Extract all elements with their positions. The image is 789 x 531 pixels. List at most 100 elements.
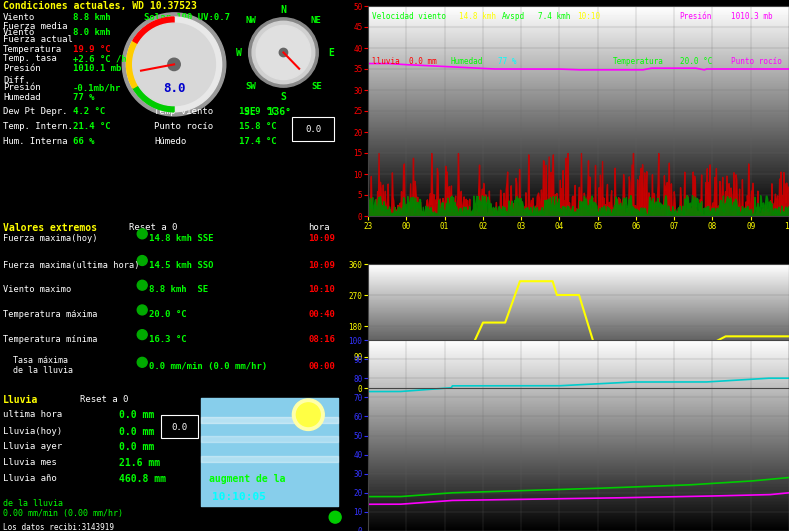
Text: 77 %: 77 % xyxy=(498,57,517,66)
Text: de la lluvia: de la lluvia xyxy=(3,366,73,375)
Text: NW: NW xyxy=(245,16,256,25)
Text: Solar:190 UV:0.7: Solar:190 UV:0.7 xyxy=(144,13,230,22)
FancyBboxPatch shape xyxy=(161,415,198,438)
Text: Temperatura máxima: Temperatura máxima xyxy=(3,310,98,319)
Text: 10:10:05: 10:10:05 xyxy=(211,492,266,502)
Text: Fuerza maxima(hoy): Fuerza maxima(hoy) xyxy=(3,234,98,243)
Text: Condiciones actuales, WD 10.37523: Condiciones actuales, WD 10.37523 xyxy=(3,1,197,11)
Text: Hum. Interna: Hum. Interna xyxy=(3,136,68,145)
FancyBboxPatch shape xyxy=(293,117,335,141)
Text: 8.8 kmh  SE: 8.8 kmh SE xyxy=(149,285,208,294)
Text: 1010.3 mb: 1010.3 mb xyxy=(731,12,772,21)
Text: 15.8 °C: 15.8 °C xyxy=(239,122,276,131)
Text: Punto rocío: Punto rocío xyxy=(154,122,213,131)
Text: Húmedo: Húmedo xyxy=(154,136,186,145)
Text: SE: SE xyxy=(311,82,322,91)
Text: 0.00 mm/min (0.00 mm/hr): 0.00 mm/min (0.00 mm/hr) xyxy=(3,509,123,518)
Text: Dew Pt Depr.: Dew Pt Depr. xyxy=(3,107,68,116)
Text: 14.8 kmh: 14.8 kmh xyxy=(458,12,495,21)
Circle shape xyxy=(329,511,341,523)
Text: Tasa máxima: Tasa máxima xyxy=(3,356,68,365)
Text: hora: hora xyxy=(308,223,330,232)
Text: 08:16: 08:16 xyxy=(308,335,335,344)
Text: Lluvia(hoy): Lluvia(hoy) xyxy=(3,426,62,435)
Text: Valores extremos: Valores extremos xyxy=(3,223,97,233)
Text: Diff.: Diff. xyxy=(3,76,30,85)
Text: Presión: Presión xyxy=(679,12,712,21)
Text: Los datos recibi:3143919: Los datos recibi:3143919 xyxy=(3,523,114,531)
Text: 1010.1 mb: 1010.1 mb xyxy=(73,64,121,73)
Text: 7.4 kmh: 7.4 kmh xyxy=(537,12,570,21)
Text: 460.8 mm: 460.8 mm xyxy=(119,474,166,484)
Text: Viento: Viento xyxy=(3,28,36,37)
Text: 0.0 mm: 0.0 mm xyxy=(119,426,155,436)
Text: Lluvia: Lluvia xyxy=(3,395,38,405)
Text: Temp viento: Temp viento xyxy=(154,107,213,116)
Circle shape xyxy=(137,357,148,367)
Text: Temperatura: Temperatura xyxy=(3,45,62,54)
Text: 10:10: 10:10 xyxy=(577,12,600,21)
Circle shape xyxy=(252,21,315,84)
Text: 10:09: 10:09 xyxy=(308,234,335,243)
Text: 21.4 °C: 21.4 °C xyxy=(73,122,110,131)
Text: 0.0: 0.0 xyxy=(305,125,321,134)
Text: 21.6 mm: 21.6 mm xyxy=(119,458,160,468)
Text: 00:40: 00:40 xyxy=(308,310,335,319)
Text: Fuerza media: Fuerza media xyxy=(3,22,68,31)
Text: de la lluvia: de la lluvia xyxy=(3,500,63,509)
Text: 8.0 kmh: 8.0 kmh xyxy=(73,28,110,37)
Wedge shape xyxy=(133,17,174,44)
Text: Presión: Presión xyxy=(3,83,40,92)
Text: Reset a 0: Reset a 0 xyxy=(80,395,128,404)
Text: Temperatura: Temperatura xyxy=(612,57,664,66)
Text: Presión: Presión xyxy=(3,64,40,73)
Text: W: W xyxy=(236,47,241,57)
Text: Fuerza actual: Fuerza actual xyxy=(3,35,73,44)
Circle shape xyxy=(137,255,148,266)
Circle shape xyxy=(137,305,148,315)
Text: Temp. tasa: Temp. tasa xyxy=(3,55,57,64)
Text: 14.5 kmh SSO: 14.5 kmh SSO xyxy=(149,261,214,270)
Text: NE: NE xyxy=(311,16,322,25)
Circle shape xyxy=(293,399,324,431)
FancyBboxPatch shape xyxy=(201,398,338,507)
Text: lluvia  0.0 mm: lluvia 0.0 mm xyxy=(372,57,436,66)
Text: Lluvia mes: Lluvia mes xyxy=(3,458,57,467)
Text: E: E xyxy=(328,47,334,57)
Text: S: S xyxy=(281,92,286,102)
Text: Lluvia ayer: Lluvia ayer xyxy=(3,442,62,451)
Circle shape xyxy=(279,48,288,57)
Text: 0.0 mm: 0.0 mm xyxy=(119,442,155,452)
Text: -0.1mb/hr: -0.1mb/hr xyxy=(73,83,121,92)
Text: 8.0: 8.0 xyxy=(163,82,185,95)
Wedge shape xyxy=(133,85,174,112)
Text: augment de la: augment de la xyxy=(209,474,286,484)
Text: +2.6 °C /hr: +2.6 °C /hr xyxy=(73,55,132,64)
Text: 20.0 °C: 20.0 °C xyxy=(679,57,712,66)
Text: 4.2 °C: 4.2 °C xyxy=(73,107,105,116)
Text: 16.3 °C: 16.3 °C xyxy=(149,335,187,344)
Text: Avspd: Avspd xyxy=(502,12,525,21)
Text: 0.0: 0.0 xyxy=(171,423,187,432)
Circle shape xyxy=(126,17,222,112)
Text: Humedad: Humedad xyxy=(451,57,483,66)
Circle shape xyxy=(122,13,226,116)
Circle shape xyxy=(249,18,318,87)
Text: Viento: Viento xyxy=(3,13,36,22)
Text: 19.9 °C: 19.9 °C xyxy=(239,107,276,116)
Text: SW: SW xyxy=(245,82,256,91)
Text: 0.0 mm/min (0.0 mm/hr): 0.0 mm/min (0.0 mm/hr) xyxy=(149,362,267,371)
Text: 20.0 °C: 20.0 °C xyxy=(149,310,187,319)
Text: ultima hora: ultima hora xyxy=(3,410,62,419)
Wedge shape xyxy=(126,41,138,88)
Text: Viento maximo: Viento maximo xyxy=(3,285,71,294)
Text: SE  136°: SE 136° xyxy=(244,107,290,117)
Text: Humedad: Humedad xyxy=(3,93,40,102)
Text: 77 %: 77 % xyxy=(73,93,94,102)
Text: Fuerza maxima(ultima hora): Fuerza maxima(ultima hora) xyxy=(3,261,140,270)
Text: 66 %: 66 % xyxy=(73,136,94,145)
Circle shape xyxy=(133,23,215,106)
Circle shape xyxy=(137,280,148,290)
Text: 10:10: 10:10 xyxy=(308,285,335,294)
Text: 0.0 mm: 0.0 mm xyxy=(119,410,155,419)
